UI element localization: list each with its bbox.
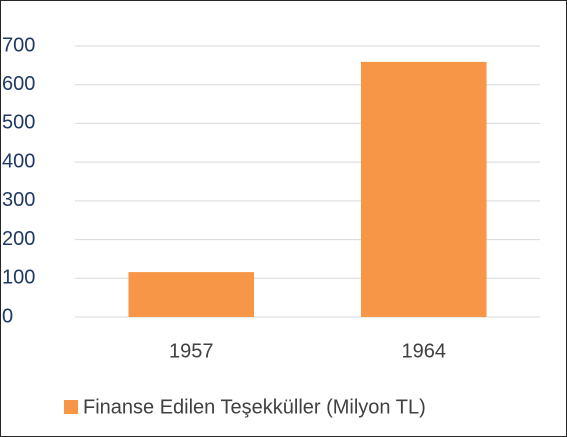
y-tick-label: 0 (2, 305, 13, 327)
x-tick-label: 1964 (402, 340, 447, 362)
y-tick-label: 100 (2, 267, 35, 289)
bar (128, 272, 255, 317)
y-tick-label: 300 (2, 189, 35, 211)
bar (360, 61, 487, 317)
legend-swatch (64, 400, 78, 414)
y-tick-label: 400 (2, 150, 35, 172)
y-tick-label: 200 (2, 228, 35, 250)
y-tick-label: 500 (2, 112, 35, 134)
legend-label: Finanse Edilen Teşekküller (Milyon TL) (83, 396, 426, 418)
y-tick-label: 600 (2, 73, 35, 95)
x-tick-label: 1957 (169, 340, 214, 362)
y-tick-label: 700 (2, 34, 35, 56)
